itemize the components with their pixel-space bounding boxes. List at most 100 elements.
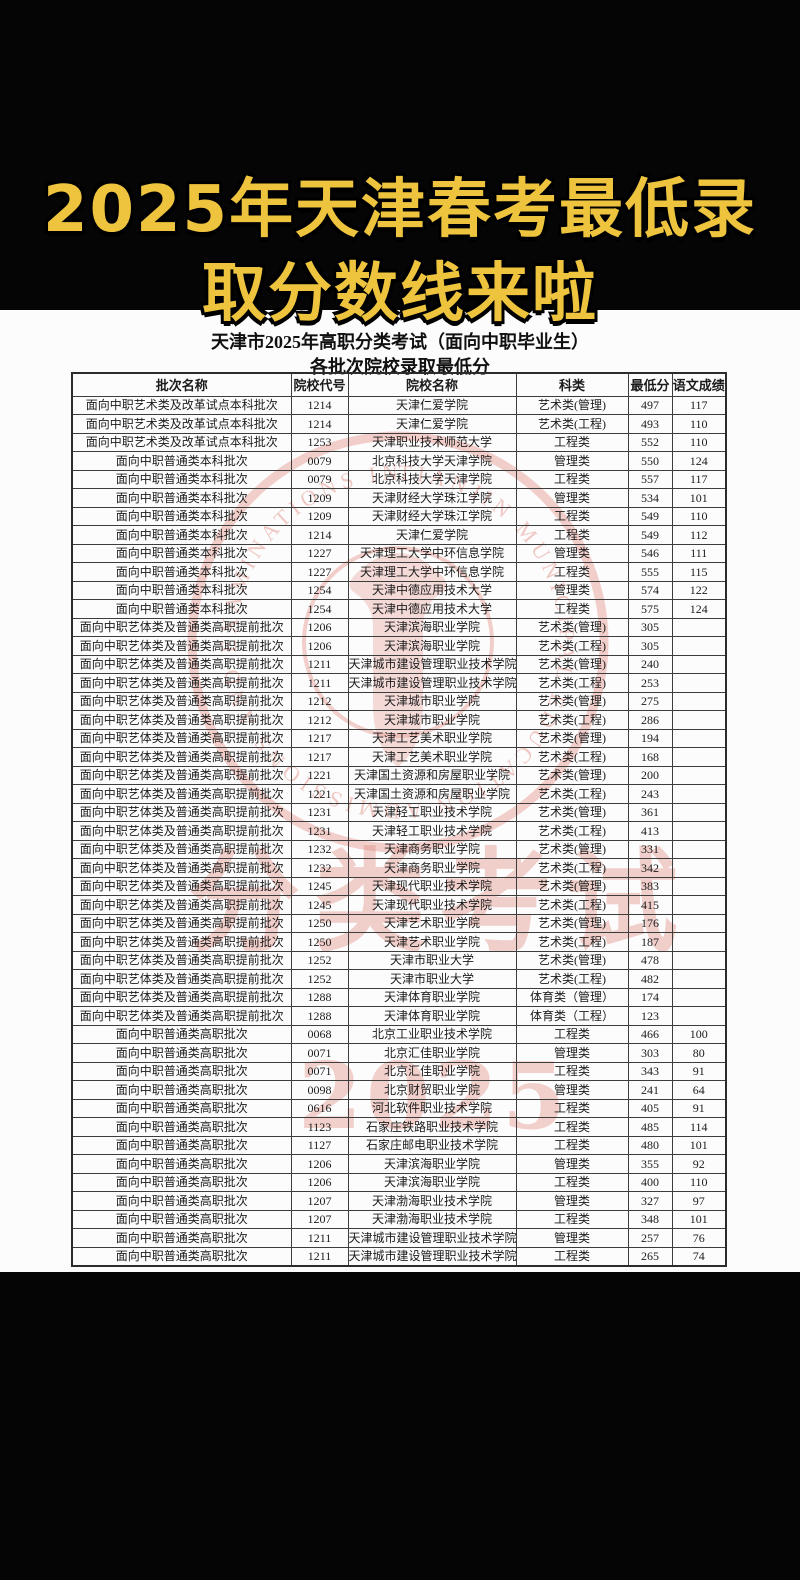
table-cell: 1206: [290, 1154, 349, 1174]
table-cell: 石家庄铁路职业技术学院: [347, 1117, 517, 1137]
table-cell: 1253: [290, 432, 349, 452]
table-cell: 92: [671, 1154, 727, 1174]
table-cell: [671, 747, 727, 767]
table-cell: 64: [671, 1080, 727, 1100]
table-cell: 面向中职艺体类及普通类高职提前批次: [71, 617, 292, 637]
table-row: 面向中职普通类高职批次 1207 天津渤海职业技术学院 管理类 327 97: [71, 1191, 727, 1211]
table-cell: 工程类: [515, 1061, 629, 1081]
table-cell: 天津滨海职业学院: [347, 1154, 517, 1174]
table-row: 面向中职艺体类及普通类高职提前批次 1217 天津工艺美术职业学院 艺术类(工程) 16…: [71, 747, 727, 767]
table-cell: 天津国土资源和房屋职业学院: [347, 765, 517, 785]
table-cell: 1123: [290, 1117, 349, 1137]
table-cell: 天津渤海职业技术学院: [347, 1209, 517, 1229]
table-cell: 1221: [290, 765, 349, 785]
table-row: 面向中职普通类本科批次 1254 天津中德应用技术大学 工程类 575 124: [71, 599, 727, 619]
table-cell: 415: [627, 895, 673, 915]
table-cell: 面向中职普通类本科批次: [71, 488, 292, 508]
table-cell: 123: [627, 1006, 673, 1026]
table-cell: 480: [627, 1135, 673, 1155]
table-cell: 面向中职普通类本科批次: [71, 543, 292, 563]
table-cell: 101: [671, 488, 727, 508]
table-cell: 342: [627, 858, 673, 878]
table-cell: 112: [671, 525, 727, 545]
table-cell: 275: [627, 691, 673, 711]
table-row: 面向中职艺体类及普通类高职提前批次 1212 天津城市职业学院 艺术类(工程) 286: [71, 710, 727, 730]
table-cell: 艺术类(工程): [515, 747, 629, 767]
table-cell: 101: [671, 1209, 727, 1229]
table-row: 面向中职普通类本科批次 1214 天津仁爱学院 工程类 549 112: [71, 525, 727, 545]
poster-title-line2: 取分数线来啦: [202, 257, 598, 331]
table-cell: 天津城市建设管理职业技术学院: [347, 1228, 517, 1248]
table-cell: 天津仁爱学院: [347, 525, 517, 545]
table-row: 面向中职普通类高职批次 1211 天津城市建设管理职业技术学院 管理类 257 76: [71, 1228, 727, 1248]
table-cell: 574: [627, 580, 673, 600]
table-cell: 天津市职业大学: [347, 950, 517, 970]
table-cell: 天津理工大学中环信息学院: [347, 543, 517, 563]
table-cell: 1232: [290, 858, 349, 878]
table-cell: 工程类: [515, 599, 629, 619]
table-cell: 天津现代职业技术学院: [347, 895, 517, 915]
table-cell: 工程类: [515, 1172, 629, 1192]
table-cell: [671, 987, 727, 1007]
table-cell: 1211: [290, 1246, 349, 1266]
table-cell: 110: [671, 432, 727, 452]
table-cell: 艺术类(工程): [515, 784, 629, 804]
table-cell: 0068: [290, 1024, 349, 1044]
table-cell: 114: [671, 1117, 727, 1137]
table-row: 面向中职普通类本科批次 0079 北京科技大学天津学院 工程类 557 117: [71, 469, 727, 489]
table-cell: 面向中职艺体类及普通类高职提前批次: [71, 821, 292, 841]
table-cell: 111: [671, 543, 727, 563]
table-cell: 122: [671, 580, 727, 600]
table-cell: 1252: [290, 950, 349, 970]
table-cell: 0098: [290, 1080, 349, 1100]
table-row: 面向中职艺体类及普通类高职提前批次 1245 天津现代职业技术学院 艺术类(管理) 38…: [71, 876, 727, 896]
table-cell: 工程类: [515, 1024, 629, 1044]
table-cell: 1227: [290, 543, 349, 563]
table-cell: 天津城市建设管理职业技术学院: [347, 654, 517, 674]
table-cell: 北京工业职业技术学院: [347, 1024, 517, 1044]
table-row: 面向中职艺体类及普通类高职提前批次 1245 天津现代职业技术学院 艺术类(工程) 41…: [71, 895, 727, 915]
table-cell: 面向中职普通类本科批次: [71, 580, 292, 600]
table-cell: 艺术类(工程): [515, 710, 629, 730]
table-cell: 557: [627, 469, 673, 489]
table-cell: 1227: [290, 562, 349, 582]
table-cell: 艺术类(管理): [515, 617, 629, 637]
table-cell: 253: [627, 673, 673, 693]
table-cell: 面向中职艺术类及改革试点本科批次: [71, 395, 292, 415]
table-cell: 面向中职艺体类及普通类高职提前批次: [71, 747, 292, 767]
table-cell: 546: [627, 543, 673, 563]
table-row: 面向中职普通类本科批次 1227 天津理工大学中环信息学院 工程类 555 115: [71, 562, 727, 582]
table-cell: 240: [627, 654, 673, 674]
table-header-row: 批次名称 院校代号 院校名称 科类 最低分 语文成绩: [71, 372, 727, 397]
table-cell: 体育类（工程）: [515, 1006, 629, 1026]
table-row: 面向中职普通类本科批次 1254 天津中德应用技术大学 管理类 574 122: [71, 580, 727, 600]
table-cell: 天津轻工职业技术学院: [347, 802, 517, 822]
table-row: 面向中职普通类高职批次 1206 天津滨海职业学院 工程类 400 110: [71, 1172, 727, 1192]
table-cell: 面向中职普通类本科批次: [71, 525, 292, 545]
table-cell: 管理类: [515, 1191, 629, 1211]
table-cell: 348: [627, 1209, 673, 1229]
table-cell: 体育类（管理）: [515, 987, 629, 1007]
poster-title-line1: 2025年天津春考最低录: [42, 173, 758, 247]
table-cell: 天津城市建设管理职业技术学院: [347, 673, 517, 693]
table-row: 面向中职艺体类及普通类高职提前批次 1206 天津滨海职业学院 艺术类(管理) 305: [71, 617, 727, 637]
table-cell: 110: [671, 414, 727, 434]
table-cell: 1250: [290, 932, 349, 952]
table-cell: 1212: [290, 691, 349, 711]
table-cell: 0616: [290, 1098, 349, 1118]
table-cell: 面向中职普通类高职批次: [71, 1024, 292, 1044]
table-cell: 北京汇佳职业学院: [347, 1061, 517, 1081]
table-cell: 北京汇佳职业学院: [347, 1043, 517, 1063]
table-cell: 1245: [290, 876, 349, 896]
table-cell: 1232: [290, 839, 349, 859]
table-cell: [671, 728, 727, 748]
table-cell: [671, 673, 727, 693]
table-cell: 面向中职艺体类及普通类高职提前批次: [71, 1006, 292, 1026]
table-cell: 257: [627, 1228, 673, 1248]
table-cell: 天津商务职业学院: [347, 839, 517, 859]
table-cell: 天津理工大学中环信息学院: [347, 562, 517, 582]
table-cell: [671, 969, 727, 989]
table-cell: 面向中职艺体类及普通类高职提前批次: [71, 654, 292, 674]
table-cell: 1211: [290, 1228, 349, 1248]
table-cell: 117: [671, 469, 727, 489]
